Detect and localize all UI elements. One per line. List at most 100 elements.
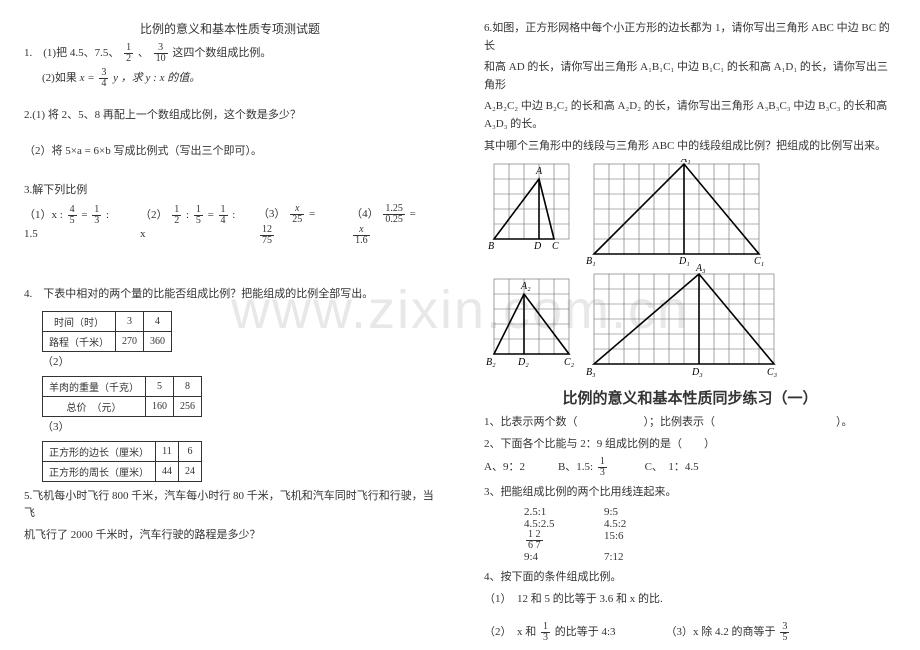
cell: 3	[116, 312, 144, 332]
q5a: 5.飞机每小时飞行 800 千米，汽车每小时行 80 千米，飞机和汽车同时飞行和…	[24, 488, 436, 523]
cell: 11	[156, 441, 179, 461]
connect-2: 4.5:2.54.5:2	[484, 518, 896, 530]
t3-label: （3）	[24, 419, 436, 437]
q1b-x: x =	[80, 72, 98, 84]
cr: 9:5	[604, 506, 724, 518]
f: 5	[194, 216, 203, 226]
left-title: 比例的意义和基本性质专项测试题	[24, 20, 436, 37]
f: 0.25	[383, 215, 405, 225]
r3: 3、把能组成比例的两个比用线连起来。	[484, 484, 896, 502]
f: 1275	[260, 225, 274, 246]
table-3: 正方形的边长（厘米）116 正方形的周长（厘米）4424	[42, 441, 202, 482]
cl: 4.5:2.5	[484, 518, 604, 530]
q3-3: （3） x25 = 1275	[258, 204, 333, 246]
q3-title: 3.解下列比例	[24, 182, 436, 200]
q3-2: （2） 12 : 15 = 14 : x	[140, 205, 240, 244]
cr: 4.5:2	[604, 518, 724, 530]
cell: 360	[144, 332, 172, 352]
pre: （4）	[351, 208, 379, 220]
opts-c: C、 1：4.5	[612, 461, 699, 473]
f: 6 7	[526, 541, 543, 551]
r2: 2、下面各个比能与 2：9 组成比例的是（ ）	[484, 436, 896, 454]
q3-4: （4） 1.250.25 = x1.6	[351, 204, 436, 246]
section-title: 比例的意义和基本性质同步练习（一）	[484, 387, 896, 408]
lbl-C1: C₁	[754, 256, 764, 267]
f: x1.6	[353, 225, 370, 246]
eq: =	[410, 208, 416, 220]
cell: 路程（千米）	[43, 332, 116, 352]
page-container: 比例的意义和基本性质专项测试题 1. (1)把 4.5、7.5、 12 、 31…	[0, 0, 920, 650]
q5b: 机飞行了 2000 千米时，汽车行驶的路程是多少？	[24, 527, 436, 545]
t2-label: （2）	[24, 354, 436, 372]
lbl-A3: A₃	[695, 263, 706, 274]
pre: （2）	[140, 210, 168, 222]
cell: 正方形的边长（厘米）	[43, 441, 156, 461]
f: 4	[219, 216, 228, 226]
right-column: 6.如图，正方形网格中每个小正方形的边长都为 1，请你写出三角形 ABC 中边 …	[460, 0, 920, 650]
q2a: 2.(1) 将 2、5、8 再配上一个数组成比例，这个数是多少？	[24, 107, 436, 125]
q1-line1: 1. (1)把 4.5、7.5、 12 、 310 这四个数组成比例。	[24, 43, 436, 64]
table-1: 时间（时）34 路程（千米）270360	[42, 311, 172, 352]
c: :	[186, 210, 189, 222]
q1b-frac: 34	[99, 68, 108, 89]
lbl-B: B	[488, 241, 494, 252]
lbl-B3: B₃	[586, 367, 596, 378]
f: 1.250.25	[383, 204, 405, 225]
cr: 15:6	[604, 530, 724, 551]
cell: 4	[144, 312, 172, 332]
q1b-y: y ，求 y : x 的值。	[113, 72, 200, 84]
f: 5	[68, 216, 77, 226]
lbl-D2: D₂	[517, 357, 529, 368]
f: x25	[290, 204, 304, 225]
q6a: 6.如图，正方形网格中每个小正方形的边长都为 1，请你写出三角形 ABC 中边 …	[484, 20, 896, 55]
lbl-A: A	[535, 166, 543, 177]
f: 35	[780, 622, 789, 643]
cl: 1 26 7	[484, 530, 604, 551]
f: 15	[194, 205, 203, 226]
lbl-C: C	[552, 241, 559, 252]
q3-row: （1）x : 45 = 13 : 1.5 （2） 12 : 15 = 14 : …	[24, 204, 436, 246]
cell: 正方形的周长（厘米）	[43, 461, 156, 481]
q3-1-f1: 45	[68, 205, 77, 226]
q6c: A₂B₂C₂ 中边 B₂C₂ 的长和高 A₂D₂ 的长，请你写出三角形 A₃B₃…	[484, 98, 896, 133]
triangles-svg: A B D C A₁ B₁ D₁ C₁	[484, 159, 784, 379]
eq: =	[309, 208, 315, 220]
cell: 5	[146, 376, 174, 396]
lbl-A2: A₂	[520, 281, 531, 292]
f: 5	[780, 633, 789, 643]
q1-frac1-d: 2	[124, 54, 133, 64]
cell: 270	[116, 332, 144, 352]
f: 1 26 7	[526, 530, 543, 551]
f: 1.6	[353, 236, 370, 246]
cell: 160	[146, 396, 174, 416]
q3-1: （1）x : 45 = 13 : 1.5	[24, 205, 122, 244]
cell: 时间（时）	[43, 312, 116, 332]
q1-frac2: 310	[154, 43, 168, 64]
lbl-C2: C₂	[564, 357, 575, 368]
f: 3	[541, 633, 550, 643]
q6b: 和高 AD 的长，请你写出三角形 A₁B₁C₁ 中边 B₁C₁ 的长和高 A₁D…	[484, 59, 896, 94]
q1b-frac-d: 4	[99, 79, 108, 89]
f: 3	[598, 468, 607, 478]
cell: 24	[179, 461, 202, 481]
cell: 8	[174, 376, 202, 396]
q1-frac1: 12	[124, 43, 133, 64]
f: 3	[92, 216, 101, 226]
f: 13	[541, 622, 550, 643]
q4: 4. 下表中相对的两个量的比能否组成比例？把能组成的比例全部写出。	[24, 286, 436, 304]
lbl-D: D	[533, 241, 542, 252]
q1-prefix: 1. (1)把 4.5、7.5、	[24, 47, 119, 59]
connect-3: 1 26 7 15:6	[484, 530, 896, 551]
r4-23: （2） x 和 13 的比等于 4:3 （3）x 除 4.2 的商等于 35	[484, 622, 896, 643]
q1-frac2-d: 10	[154, 54, 168, 64]
connect-4: 9:47:12	[484, 551, 896, 563]
cell: 256	[174, 396, 202, 416]
eq: =	[81, 210, 87, 222]
pre: （3）	[258, 208, 286, 220]
f: 14	[219, 205, 228, 226]
left-column: 比例的意义和基本性质专项测试题 1. (1)把 4.5、7.5、 12 、 31…	[0, 0, 460, 650]
q1-suffix: 这四个数组成比例。	[172, 47, 271, 59]
t: 的比等于 4:3	[555, 626, 616, 638]
q1-mid: 、	[138, 47, 152, 59]
table-2: 羊肉的重量（千克）58 总价 （元）160256	[42, 376, 202, 417]
